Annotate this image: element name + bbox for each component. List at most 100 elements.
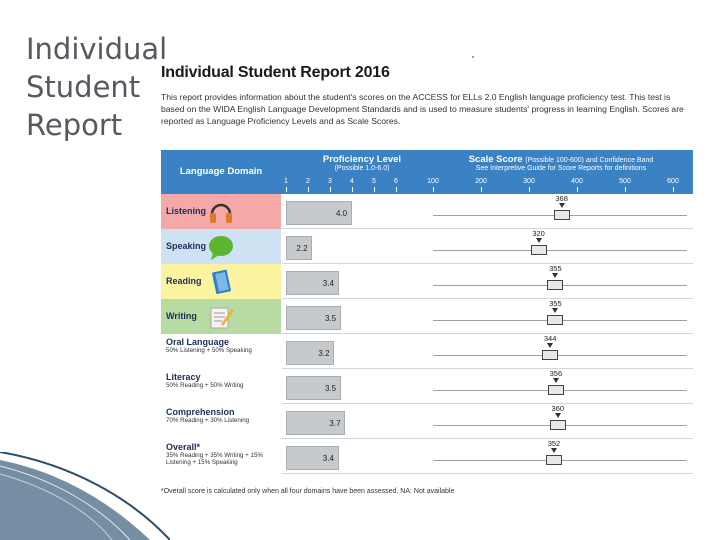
proficiency-tick-label: 2 [306,178,310,185]
confidence-band [553,210,570,220]
scale-score-marker [554,413,561,418]
domain-weighting: 70% Reading + 30% Listening [166,417,250,424]
domain-cell: Reading [161,264,281,299]
scale-tick-mark [625,187,626,192]
scale-score-marker [552,378,559,383]
proficiency-tick-mark [374,187,375,192]
scale-score-cell: 352 [427,439,693,474]
proficiency-bar [286,306,341,330]
scale-score-value: 352 [547,439,561,448]
proficiency-tick-mark [396,187,397,192]
proficiency-value: 2.2 [296,244,308,253]
header-scale-title: Scale Score [468,154,523,165]
slide-title-line-1: Individual [26,32,168,66]
confidence-band [547,280,564,290]
domain-cell: Overall* 35% Reading + 35% Writing + 15% … [161,439,281,474]
scale-tick-mark [673,187,674,192]
proficiency-value: 4.0 [336,209,348,218]
domain-name: Overall* [166,442,201,452]
confidence-band [547,315,564,325]
proficiency-cell: 2.2 [282,229,427,264]
scale-tick-mark [433,187,434,192]
proficiency-tick-mark [286,187,287,192]
scale-score-marker [535,238,542,243]
scale-tick-label: 200 [475,178,487,185]
header-proficiency-title: Proficiency Level [322,154,402,165]
domain-cell: Listening [161,194,281,229]
scale-score-value: 320 [532,229,545,238]
proficiency-tick-label: 3 [328,178,332,185]
pencil-paper-icon [207,303,235,331]
score-table: Language Domain Proficiency Level (Possi… [161,150,693,474]
proficiency-bar [286,236,313,260]
proficiency-value: 3.4 [322,279,334,288]
decorative-dot [472,56,474,58]
domain-cell: Oral Language 50% Listening + 50% Speakin… [161,334,281,369]
proficiency-bar [286,411,346,435]
domain-weighting: 50% Listening + 50% Speaking [166,347,252,354]
proficiency-cell: 3.4 [282,439,427,474]
proficiency-value: 3.4 [322,454,334,463]
scale-track [433,355,687,356]
scale-score-value: 356 [549,369,563,378]
header-scale-title-rest: (Possible 100-600) and Confidence Band [525,157,654,164]
proficiency-bar [286,201,352,225]
book-icon [207,268,235,296]
domain-name: Reading [166,276,202,286]
proficiency-tick-label: 5 [372,178,376,185]
header-scale-sub: See Interpretive Guide for Score Reports… [475,165,647,172]
confidence-band [547,385,564,395]
scale-tick-label: 300 [523,178,535,185]
scale-score-marker [558,203,565,208]
proficiency-tick-mark [352,187,353,192]
table-row: Reading 3.4 355 [161,264,693,299]
domain-cell: Comprehension 70% Reading + 30% Listening [161,404,281,439]
scale-score-cell: 356 [427,369,693,404]
speech-bubble-icon [207,233,235,261]
footnote: *Overall score is calculated only when a… [161,488,455,495]
table-row: Comprehension 70% Reading + 30% Listening… [161,404,693,439]
proficiency-tick-label: 6 [394,178,398,185]
proficiency-tick-mark [330,187,331,192]
scale-track [433,250,687,251]
domain-name: Oral Language [166,337,230,347]
slide-title-line-3: Report [26,108,123,142]
scale-tick-mark [481,187,482,192]
table-row: Listening 4.0 368 [161,194,693,229]
decorative-swoosh [0,452,170,540]
confidence-band [542,350,559,360]
scale-score-cell: 360 [427,404,693,439]
proficiency-bar [286,376,341,400]
table-row: Overall* 35% Reading + 35% Writing + 15% … [161,439,693,474]
proficiency-bar [286,341,335,365]
scale-score-value: 368 [555,194,568,203]
table-row: Speaking 2.2 320 [161,229,693,264]
headphones-icon [207,198,235,226]
slide-title-line-2: Student [26,70,141,104]
scale-score-value: 344 [543,334,557,343]
table-header: Language Domain Proficiency Level (Possi… [161,150,693,194]
domain-cell: Literacy 50% Reading + 50% Writing [161,369,281,404]
report-intro: This report provides information about t… [161,92,684,126]
header-proficiency: Proficiency Level (Possible 1.0-6.0) [282,154,442,172]
domain-name: Literacy [166,372,201,382]
scale-tick-label: 400 [571,178,583,185]
scale-tick-label: 600 [667,178,679,185]
scale-tick-label: 500 [619,178,631,185]
header-language-domain: Language Domain [179,166,263,177]
scale-tick-label: 100 [427,178,439,185]
proficiency-cell: 4.0 [282,194,427,229]
scale-score-marker [547,343,554,348]
proficiency-cell: 3.7 [282,404,427,439]
scale-score-cell: 355 [427,264,693,299]
proficiency-cell: 3.2 [282,334,427,369]
scale-score-cell: 368 [427,194,693,229]
scale-tick-mark [577,187,578,192]
report-title: Individual Student Report 2016 [161,64,390,81]
table-body: Listening 4.0 368 Speaking 2.2 320 Reading 3.4 3… [161,194,693,474]
proficiency-bar [286,446,339,470]
proficiency-value: 3.5 [325,384,337,393]
scale-tick-mark [529,187,530,192]
domain-weighting: 35% Reading + 35% Writing + 15% Listenin… [166,452,263,466]
scale-score-marker [550,448,557,453]
